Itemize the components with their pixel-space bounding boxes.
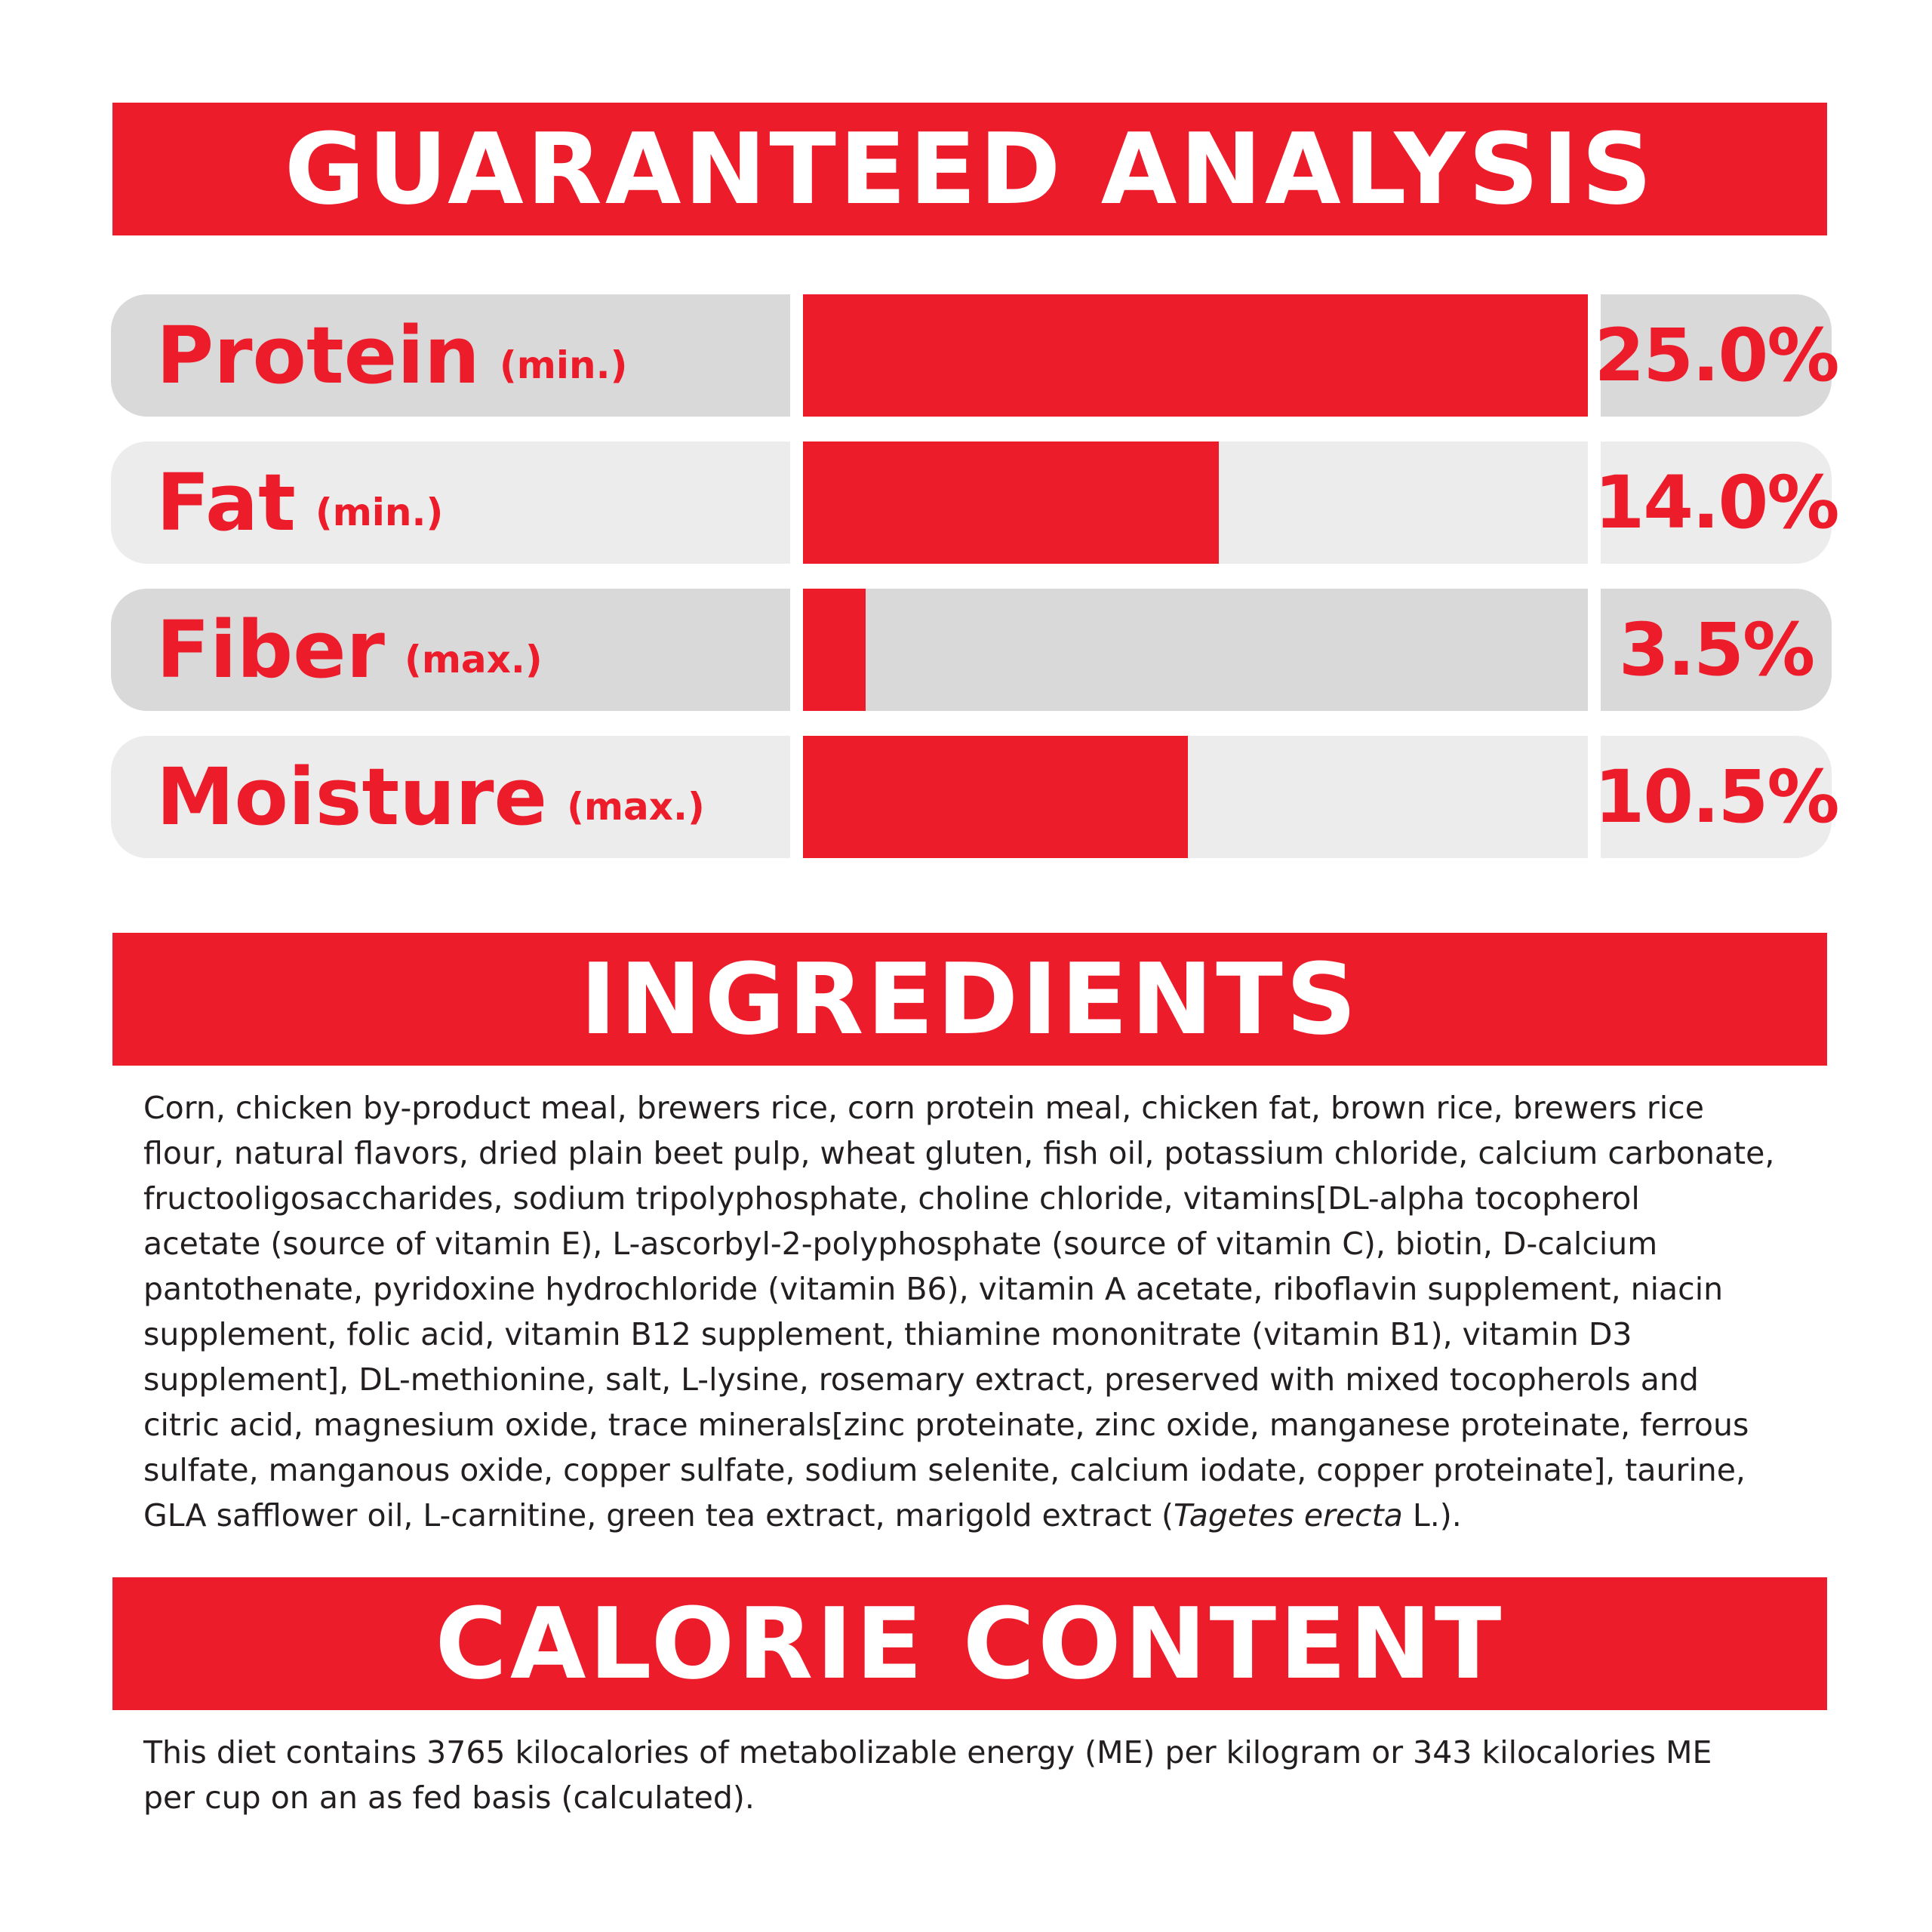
nutrient-qualifier: (max.)	[404, 638, 543, 681]
nutrient-qualifier: (min.)	[315, 491, 444, 534]
nutrient-value: 3.5%	[1618, 608, 1815, 692]
calorie-line: This diet contains 3765 kilocalories of …	[143, 1734, 1712, 1770]
analysis-label-cell: Protein (min.)	[111, 294, 790, 417]
analysis-value-cell: 14.0%	[1594, 441, 1840, 564]
nutrient-bar-fill	[803, 736, 1188, 858]
analysis-label-cell: Fiber (max.)	[111, 589, 790, 711]
calorie-content-title: CALORIE CONTENT	[435, 1586, 1505, 1701]
analysis-label-cell: Moisture (max.)	[111, 736, 790, 858]
nutrient-qualifier: (max.)	[567, 785, 705, 829]
guaranteed-analysis-header: GUARANTEED ANALYSIS	[112, 103, 1827, 235]
ingredients-header: INGREDIENTS	[112, 933, 1827, 1066]
analysis-row-fiber: Fiber (max.) 3.5%	[111, 589, 1832, 711]
analysis-label-cell: Fat (min.)	[111, 441, 790, 564]
nutrient-bar-track	[803, 294, 1588, 417]
ingredients-last-line: GLA safflower oil, L-carnitine, green te…	[143, 1493, 1834, 1538]
calorie-content-header: CALORIE CONTENT	[112, 1577, 1827, 1710]
ingredients-list: Corn, chicken by-product meal, brewers r…	[143, 1085, 1834, 1538]
nutrient-name: Fiber	[156, 604, 385, 696]
nutrient-qualifier: (min.)	[499, 343, 628, 387]
nutrient-bar-track	[803, 736, 1588, 858]
analysis-value-cell: 10.5%	[1594, 736, 1840, 858]
analysis-value-cell: 3.5%	[1601, 589, 1832, 711]
nutrient-name: Moisture	[156, 751, 548, 843]
ingredients-line: flour, natural flavors, dried plain beet…	[143, 1135, 1775, 1171]
nutrient-bar-fill	[803, 441, 1220, 564]
nutrient-value: 14.0%	[1594, 460, 1839, 545]
nutrient-bar-track	[803, 589, 1588, 711]
nutrient-name: Fat	[156, 457, 296, 549]
guaranteed-analysis-title: GUARANTEED ANALYSIS	[284, 112, 1656, 226]
calorie-statement: This diet contains 3765 kilocalories of …	[143, 1730, 1834, 1820]
nutrient-bar-fill	[803, 589, 866, 711]
nutrient-bar-track	[803, 441, 1588, 564]
analysis-row-moisture: Moisture (max.) 10.5%	[111, 736, 1840, 858]
analysis-value-cell: 25.0%	[1594, 294, 1840, 417]
ingredients-line: sulfate, manganous oxide, copper sulfate…	[143, 1452, 1746, 1488]
ingredients-line: acetate (source of vitamin E), L-ascorby…	[143, 1226, 1658, 1262]
ingredients-line: supplement], DL-methionine, salt, L-lysi…	[143, 1361, 1699, 1398]
analysis-row-fat: Fat (min.) 14.0%	[111, 441, 1840, 564]
nutrient-name: Protein	[156, 309, 480, 401]
calorie-line: per cup on an as fed basis (calculated).	[143, 1780, 755, 1816]
nutrient-value: 10.5%	[1594, 755, 1839, 839]
ingredients-line: citric acid, magnesium oxide, trace mine…	[143, 1407, 1749, 1443]
ingredients-last-suffix: L.).	[1402, 1497, 1462, 1534]
ingredients-line: pantothenate, pyridoxine hydrochloride (…	[143, 1271, 1724, 1307]
ingredients-line: supplement, folic acid, vitamin B12 supp…	[143, 1316, 1632, 1352]
ingredients-latin-name: Tagetes erecta	[1174, 1497, 1403, 1534]
nutrient-bar-fill	[803, 294, 1588, 417]
ingredients-line: fructooligosaccharides, sodium tripolyph…	[143, 1180, 1640, 1217]
analysis-row-protein: Protein (min.) 25.0%	[111, 294, 1840, 417]
ingredients-title: INGREDIENTS	[580, 942, 1360, 1057]
nutrient-value: 25.0%	[1594, 313, 1839, 398]
ingredients-last-prefix: GLA safflower oil, L-carnitine, green te…	[143, 1497, 1174, 1534]
ingredients-line: Corn, chicken by-product meal, brewers r…	[143, 1090, 1704, 1126]
